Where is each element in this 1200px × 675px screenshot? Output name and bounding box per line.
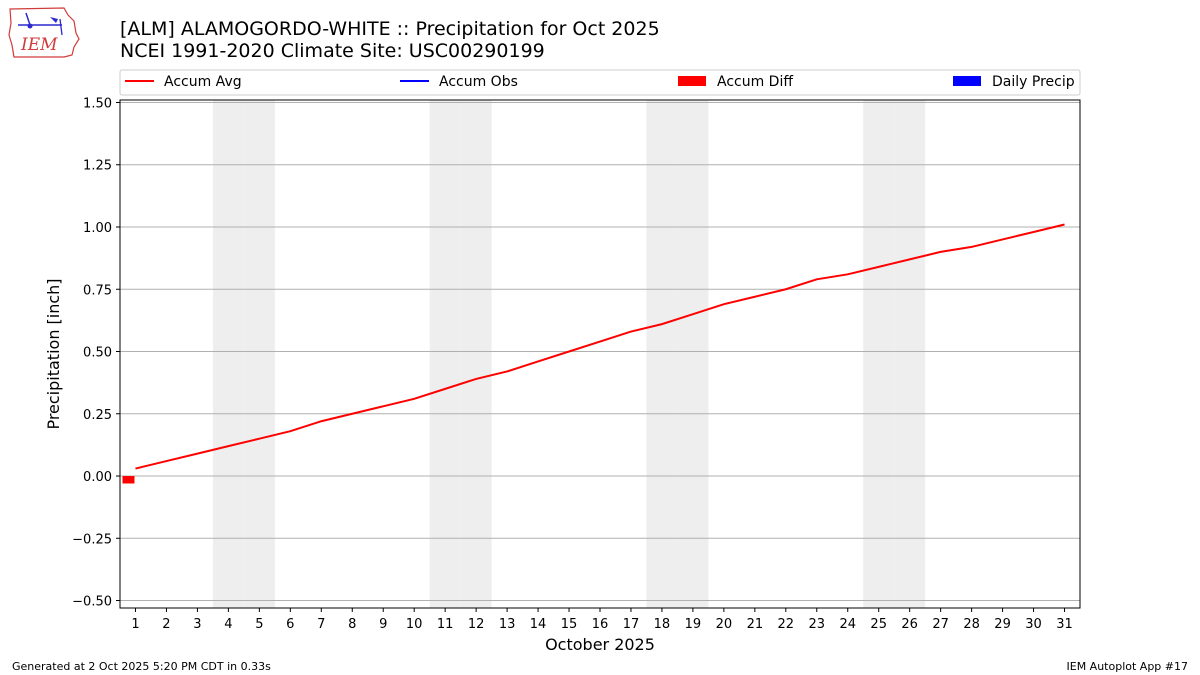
generated-timestamp: Generated at 2 Oct 2025 5:20 PM CDT in 0… xyxy=(12,660,271,673)
x-tick-label: 10 xyxy=(406,617,423,632)
iem-logo: IEM xyxy=(6,5,82,59)
y-tick-label: 0.50 xyxy=(83,346,112,361)
legend-label: Daily Precip xyxy=(992,74,1075,90)
x-tick-label: 2 xyxy=(162,617,170,632)
x-tick-label: 13 xyxy=(499,617,516,632)
app-credit: IEM Autoplot App #17 xyxy=(1066,660,1189,673)
weekend-shading xyxy=(212,100,926,608)
legend: Accum Avg Accum Obs Accum Diff Daily Precip xyxy=(119,69,1081,96)
x-tick-label: 19 xyxy=(685,617,702,632)
y-tick-label: 1.50 xyxy=(83,96,112,111)
x-tick-label: 28 xyxy=(963,617,980,632)
legend-label: Accum Diff xyxy=(717,74,793,90)
x-tick-label: 17 xyxy=(623,617,640,632)
x-tick-label: 23 xyxy=(809,617,826,632)
y-tick-label: 0.75 xyxy=(83,283,112,298)
x-tick-label: 31 xyxy=(1056,617,1073,632)
legend-label: Accum Avg xyxy=(164,74,242,90)
weekend-shade-day-25 xyxy=(863,100,895,608)
y-tick-label: 0.25 xyxy=(83,408,112,423)
y-tick-label: −0.25 xyxy=(72,532,112,547)
x-tick-label: 29 xyxy=(994,617,1011,632)
x-tick-label: 8 xyxy=(348,617,356,632)
y-tick-label: 1.25 xyxy=(83,159,112,174)
x-tick-label: 27 xyxy=(932,617,949,632)
x-tick-label: 15 xyxy=(561,617,578,632)
weekend-shade-day-26 xyxy=(894,100,926,608)
x-tick-label: 1 xyxy=(131,617,139,632)
y-axis-ticks: −0.50 −0.25 0.00 0.25 0.50 0.75 1.00 1.25 1.50 xyxy=(72,96,120,610)
legend-label: Accum Obs xyxy=(439,74,518,90)
x-tick-label: 3 xyxy=(193,617,201,632)
x-tick-label: 30 xyxy=(1025,617,1042,632)
weekend-shade-day-5 xyxy=(243,100,275,608)
series-layer xyxy=(122,223,1065,484)
accum-diff-bar xyxy=(122,476,135,484)
x-tick-label: 25 xyxy=(870,617,887,632)
chart-subtitle: NCEI 1991-2020 Climate Site: USC00290199 xyxy=(120,40,545,62)
x-axis-label: October 2025 xyxy=(545,635,655,654)
logo-text: IEM xyxy=(20,35,58,55)
legend-bar-swatch xyxy=(678,76,706,86)
x-tick-label: 9 xyxy=(379,617,387,632)
y-tick-label: −0.50 xyxy=(72,595,112,610)
x-tick-label: 12 xyxy=(468,617,485,632)
weekend-shade-day-18 xyxy=(646,100,678,608)
x-tick-label: 14 xyxy=(530,617,547,632)
x-tick-label: 24 xyxy=(839,617,856,632)
weekend-shade-day-4 xyxy=(212,100,244,608)
x-tick-label: 4 xyxy=(224,617,232,632)
x-tick-label: 11 xyxy=(437,617,454,632)
x-tick-label: 21 xyxy=(747,617,764,632)
x-tick-label: 16 xyxy=(592,617,609,632)
x-tick-label: 7 xyxy=(317,617,325,632)
x-tick-label: 20 xyxy=(716,617,733,632)
legend-box xyxy=(119,69,1081,96)
x-tick-label: 5 xyxy=(255,617,263,632)
x-tick-label: 22 xyxy=(778,617,795,632)
x-tick-label: 26 xyxy=(901,617,918,632)
x-tick-label: 6 xyxy=(286,617,294,632)
weekend-shade-day-12 xyxy=(460,100,492,608)
gridlines xyxy=(120,101,1080,602)
legend-bar-swatch xyxy=(953,76,981,86)
weekend-shade-day-11 xyxy=(429,100,461,608)
x-tick-label: 18 xyxy=(654,617,671,632)
y-axis-label: Precipitation [inch] xyxy=(44,278,63,429)
weekend-shade-day-19 xyxy=(677,100,709,608)
chart-title: [ALM] ALAMOGORDO-WHITE :: Precipitation … xyxy=(120,18,660,40)
y-tick-label: 1.00 xyxy=(83,221,112,236)
x-axis-ticks: 1 2 3 4 5 6 7 8 9 10 11 12 13 14 15 16 17 18 19 20 21 22 23 24 2… xyxy=(131,608,1073,632)
y-tick-label: 0.00 xyxy=(83,470,112,485)
